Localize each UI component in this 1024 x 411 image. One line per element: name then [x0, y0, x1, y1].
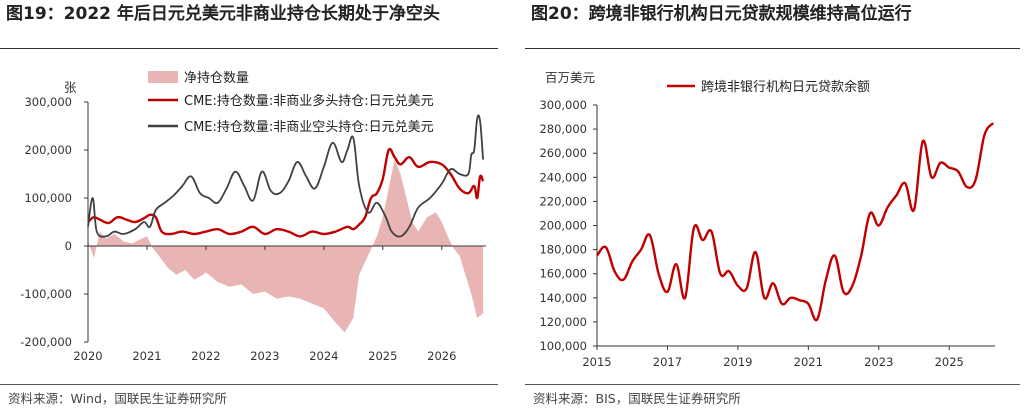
legend-label: 净持仓数量 — [184, 71, 249, 86]
y-tick-label: 140,000 — [539, 291, 587, 305]
y-tick-label: 220,000 — [539, 194, 587, 208]
y-axis-unit: 张 — [64, 80, 77, 95]
x-tick-label: 2026 — [427, 349, 456, 363]
y-tick-label: 260,000 — [539, 146, 587, 160]
x-tick-label: 2019 — [723, 355, 752, 369]
y-tick-label: 300,000 — [24, 95, 72, 109]
y-tick-label: 200,000 — [539, 219, 587, 233]
x-tick-label: 2025 — [935, 355, 964, 369]
y-tick-label: 160,000 — [539, 267, 587, 281]
yen-loan-chart: 100,000 120,000 140,000 160,000 180,000 200,0… — [539, 70, 995, 369]
chart-title-left: 图19：2022 年后日元兑美元非商业持仓长期处于净空头 — [6, 4, 440, 24]
legend-label: CME:持仓数量:非商业多头持仓:日元兑美元 — [184, 93, 434, 109]
y-tick-label: 300,000 — [539, 98, 587, 112]
y-tick-label: -100,000 — [20, 287, 72, 301]
title-divider-left — [0, 48, 498, 49]
source-divider-left — [0, 384, 498, 385]
yen-loan-line — [596, 122, 995, 322]
long-position-line — [87, 147, 485, 238]
y-tick-label: 0 — [65, 239, 72, 253]
y-tick-label: 200,000 — [24, 143, 72, 157]
x-tick-label: 2023 — [864, 355, 893, 369]
y-tick-label: -200,000 — [20, 335, 72, 349]
x-tick-label: 2024 — [309, 349, 338, 363]
chart-title-right: 图20：跨境非银行机构日元贷款规模维持高位运行 — [531, 4, 912, 24]
source-note-left: 资料来源：Wind，国联民生证券研究所 — [8, 391, 227, 406]
y-tick-label: 120,000 — [539, 315, 587, 329]
x-tick-label: 2015 — [582, 355, 611, 369]
right-panel: 图20：跨境非银行机构日元贷款规模维持高位运行 100,000 120,000 14… — [525, 0, 1024, 411]
title-divider-right — [525, 48, 1020, 49]
x-tick-label: 2023 — [250, 349, 279, 363]
y-tick-label: 280,000 — [539, 122, 587, 136]
source-note-right: 资料来源：BIS，国联民生证券研究所 — [533, 391, 741, 406]
x-tick-label: 2021 — [794, 355, 823, 369]
x-tick-label: 2022 — [191, 349, 220, 363]
y-tick-label: 180,000 — [539, 243, 587, 257]
x-tick-label: 2021 — [132, 349, 161, 363]
y-tick-label: 240,000 — [539, 170, 587, 184]
net-position-chart: -200,000 -100,000 0 100,000 200,000 300,000 20… — [20, 71, 486, 363]
source-divider-right — [525, 384, 1020, 385]
x-tick-label: 2020 — [73, 349, 102, 363]
x-tick-label: 2017 — [653, 355, 682, 369]
y-tick-label: 100,000 — [539, 339, 587, 353]
y-axis-unit: 百万美元 — [545, 70, 595, 85]
legend-label: 跨境非银行机构日元贷款余额 — [701, 79, 870, 95]
x-tick-label: 2025 — [368, 349, 397, 363]
short-position-line — [87, 114, 484, 238]
left-panel: 图19：2022 年后日元兑美元非商业持仓长期处于净空头 -200,000 -10… — [0, 0, 505, 411]
legend-label: CME:持仓数量:非商业空头持仓:日元兑美元 — [184, 120, 434, 135]
legend-swatch-net — [148, 71, 178, 83]
y-tick-label: 100,000 — [24, 191, 72, 205]
